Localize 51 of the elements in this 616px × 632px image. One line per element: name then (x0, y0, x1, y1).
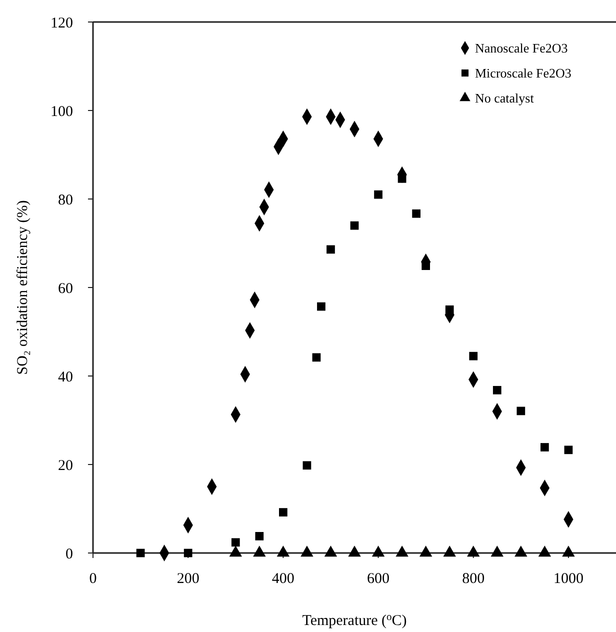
y-tick-label: 100 (50, 104, 73, 120)
legend-label: Microscale Fe2O3 (475, 66, 572, 81)
point (326, 245, 335, 254)
point (231, 538, 240, 547)
point (412, 209, 420, 218)
point (348, 546, 361, 557)
point (467, 546, 480, 557)
y-tick-label: 60 (58, 280, 73, 297)
x-tick-label: 800 (462, 571, 485, 587)
point (184, 548, 192, 558)
point (492, 386, 502, 394)
y-tick-label: 120 (50, 15, 73, 32)
point (374, 190, 382, 199)
y-tick-label: 80 (58, 192, 73, 208)
legend-label: No catalyst (475, 90, 534, 106)
y-tick-label: 0 (66, 546, 73, 562)
point (300, 546, 314, 557)
point (562, 546, 575, 557)
point (516, 406, 526, 416)
y-axis-title: SO₂ oxidation efficiency (%) (15, 200, 31, 375)
point (538, 546, 552, 557)
point (540, 443, 549, 452)
point (324, 546, 338, 557)
point (312, 353, 321, 362)
point (372, 546, 385, 557)
point (229, 546, 242, 557)
point (317, 302, 326, 311)
x-axis-title: Temperature ($^{o}$C) (302, 612, 407, 629)
point (279, 508, 288, 516)
x-tick-label: 0 (89, 571, 97, 587)
x-tick-label: 1000 (553, 571, 584, 587)
point (443, 546, 456, 557)
point (490, 546, 504, 557)
y-tick-label: 20 (58, 458, 73, 474)
point (445, 305, 454, 314)
y-tick-label: 40 (58, 369, 73, 386)
point (469, 352, 478, 360)
point (302, 461, 312, 470)
legend-label: Nanoscale Fe2O3 (475, 40, 568, 56)
point (419, 546, 432, 557)
x-tick-label: 400 (272, 571, 294, 587)
point (396, 546, 408, 557)
x-tick-label: 600 (367, 571, 390, 587)
point (255, 532, 264, 540)
point (514, 546, 528, 557)
point (253, 546, 266, 557)
point (276, 546, 290, 557)
point (136, 548, 145, 558)
point (564, 446, 573, 454)
x-tick-label: 200 (176, 571, 200, 587)
point (350, 221, 359, 230)
